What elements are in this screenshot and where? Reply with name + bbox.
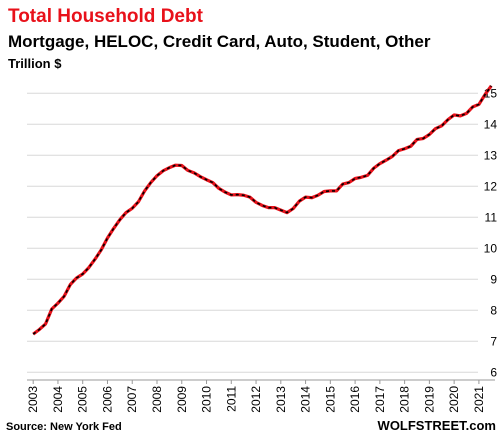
x-tick-label: 2010	[200, 386, 214, 413]
y-tick-label: 6	[490, 365, 497, 379]
line	[32, 84, 493, 336]
x-tick-label: 2013	[274, 386, 288, 413]
y-axis-label: Trillion $	[8, 56, 62, 71]
y-tick-label: 12	[484, 179, 498, 193]
x-tick-label: 2012	[249, 386, 263, 413]
y-tick-label: 14	[484, 117, 498, 131]
x-tick-label: 2019	[422, 386, 436, 413]
x-tick-label: 2018	[398, 386, 412, 413]
y-tick-label: 11	[485, 210, 498, 224]
x-tick-label: 2015	[323, 386, 337, 413]
x-tick-label: 2011	[224, 386, 238, 412]
x-tick-label: 2003	[26, 386, 40, 413]
x-tick-label: 2004	[51, 386, 65, 413]
x-tick-label: 2006	[100, 386, 114, 413]
chart-title: Total Household Debt	[8, 6, 204, 27]
y-tick-label: 8	[490, 303, 497, 317]
x-tick-label: 2007	[125, 386, 139, 413]
y-tick-label: 7	[490, 334, 497, 348]
x-tick-label: 2009	[175, 386, 189, 413]
line-dash	[32, 85, 492, 335]
chart-subtitle: Mortgage, HELOC, Credit Card, Auto, Stud…	[8, 32, 431, 51]
source: Source: New York Fed	[6, 421, 122, 433]
x-tick-label: 2021	[472, 386, 486, 413]
x-tick-label: 2005	[76, 386, 90, 413]
credit: WOLFSTREET.com	[378, 418, 496, 433]
x-tick-label: 2020	[447, 386, 461, 413]
x-tick-label: 2014	[299, 386, 313, 413]
y-tick-label: 13	[484, 148, 498, 162]
y-tick-label: 9	[490, 272, 497, 286]
x-tick-label: 2016	[348, 386, 362, 413]
x-tick-label: 2017	[373, 386, 387, 413]
y-tick-label: 10	[484, 241, 498, 255]
x-tick-label: 2008	[150, 386, 164, 413]
